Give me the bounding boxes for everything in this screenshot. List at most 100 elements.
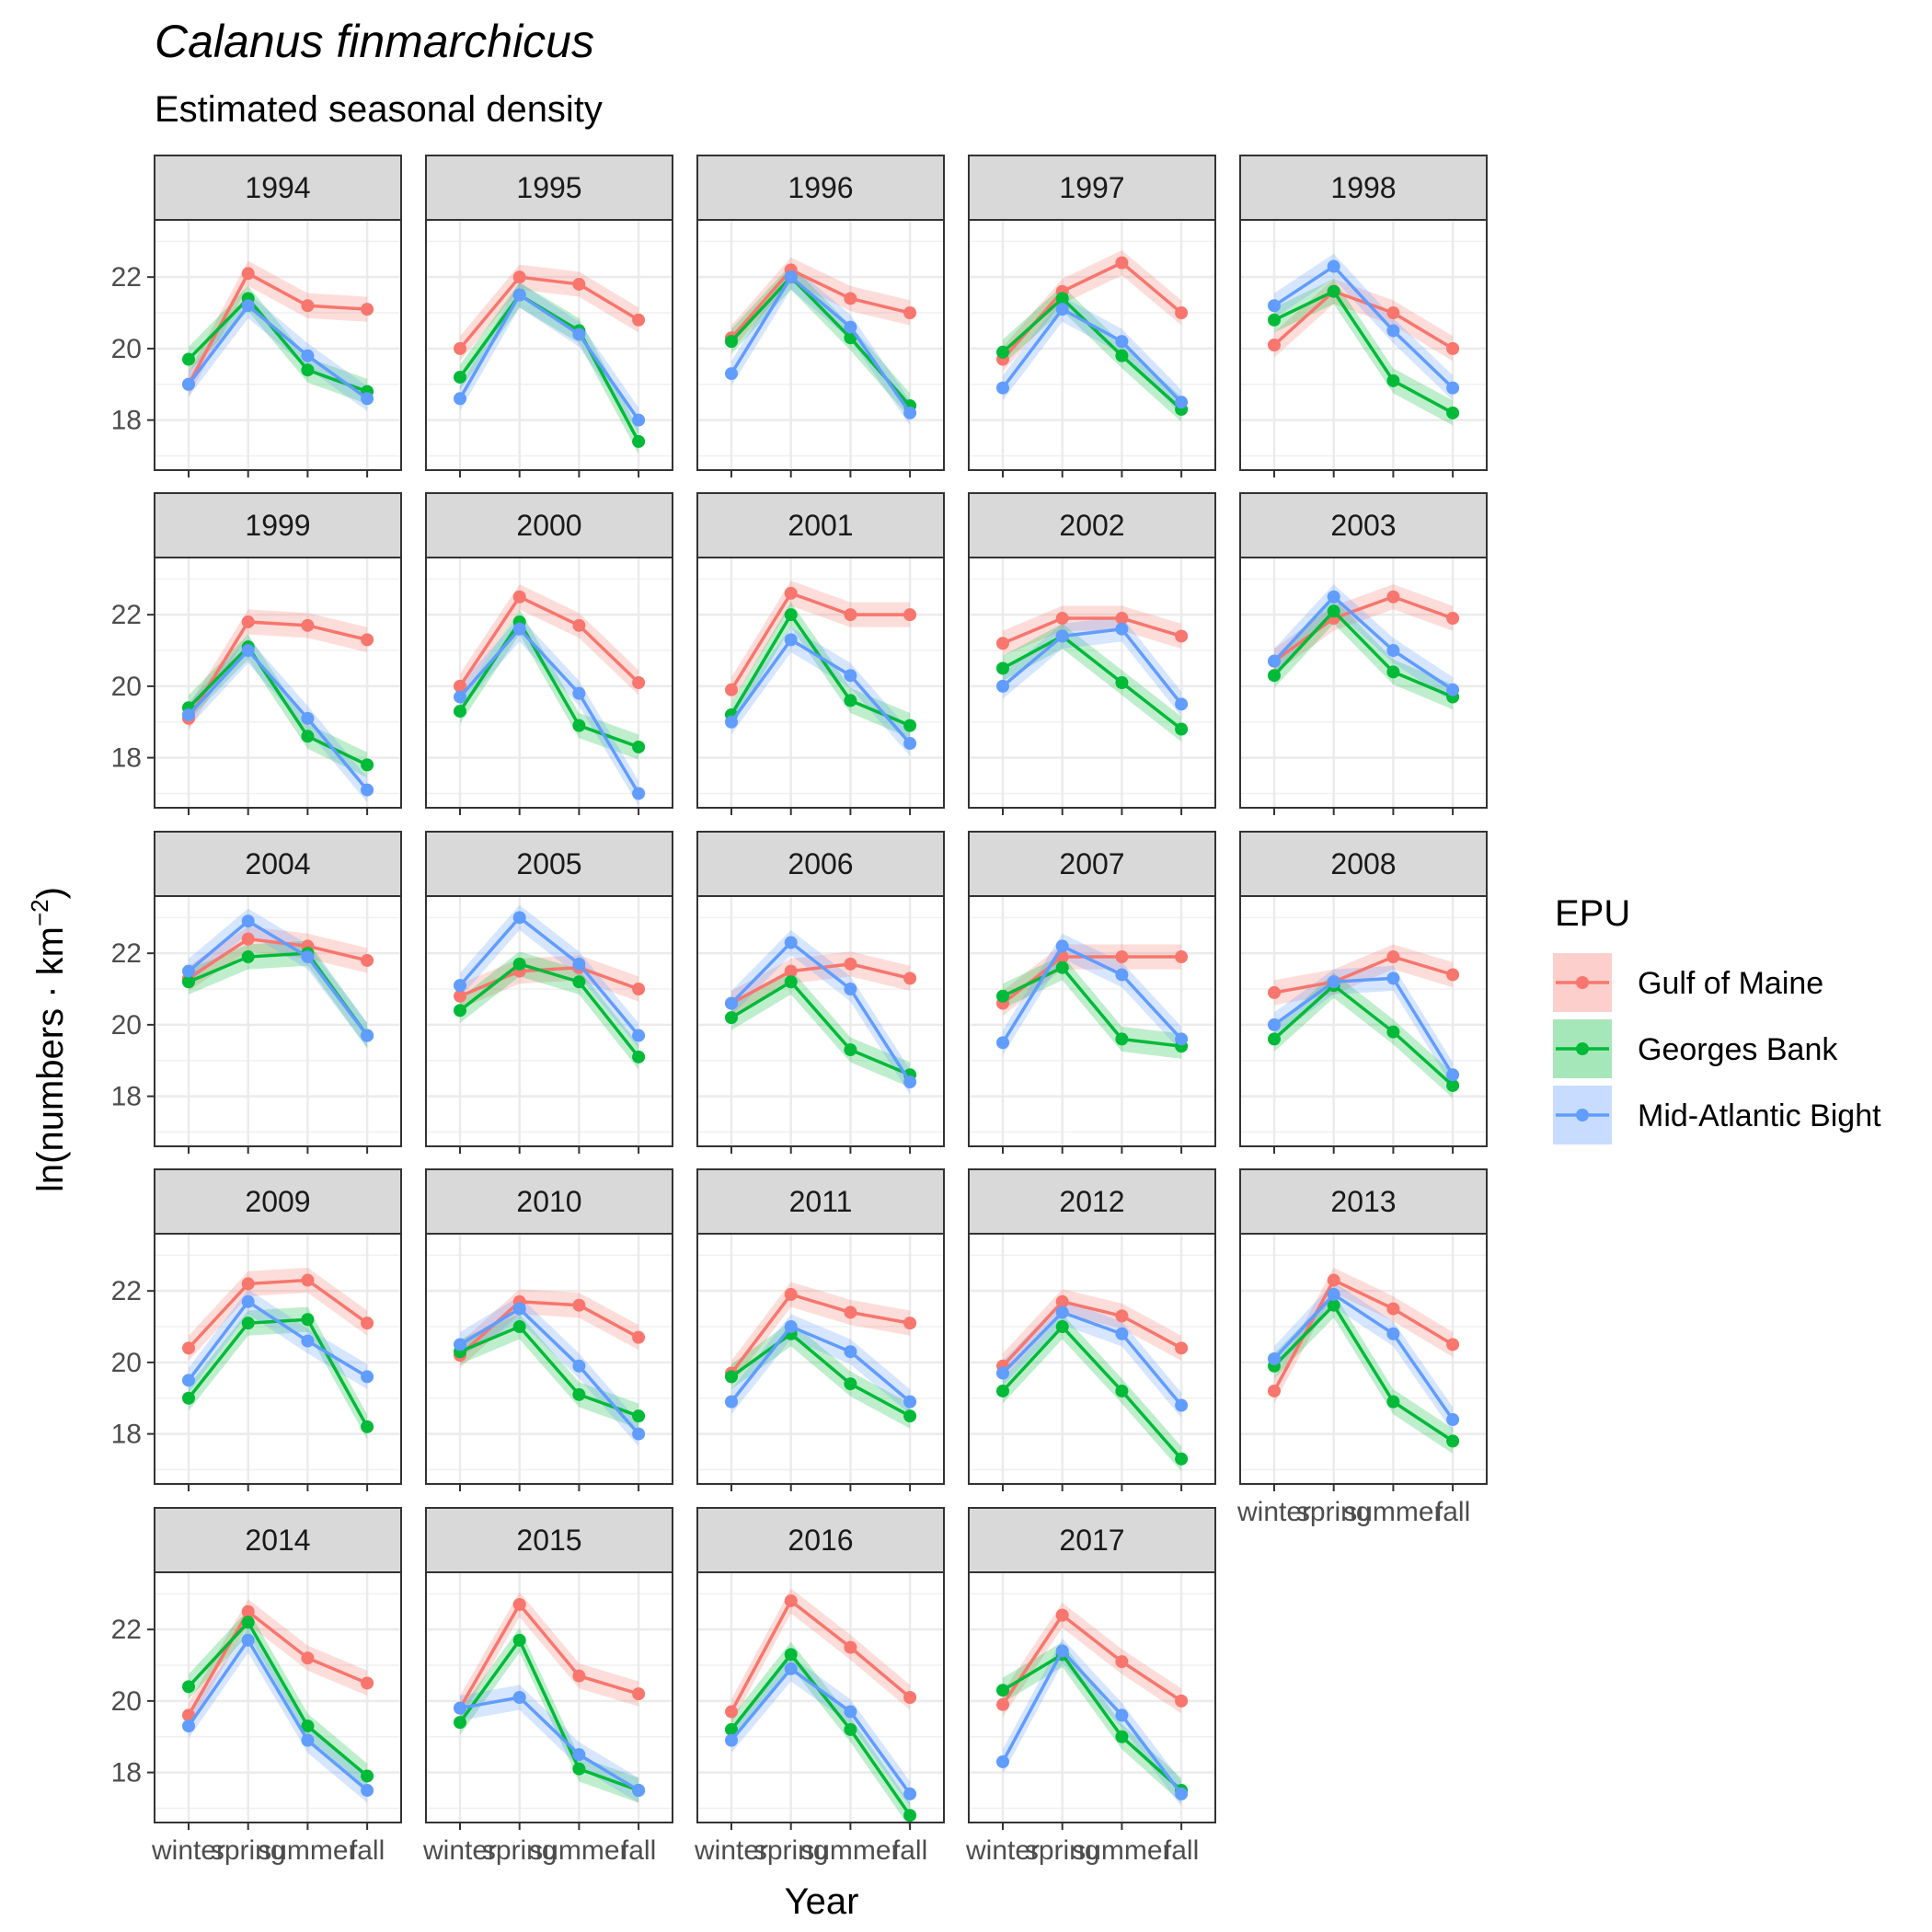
y-tick-label: 18 [111,1758,142,1788]
confidence-ribbon [460,1289,639,1368]
data-point [454,370,466,384]
panel-border [968,557,1216,809]
data-point [1175,722,1189,736]
data-point [1446,406,1460,420]
confidence-ribbon [731,602,911,739]
data-point [301,299,315,313]
facet-panel: 1999 18 20 22 [111,492,402,815]
x-tick-label: fall [1435,1497,1470,1527]
panel-background [155,1572,401,1823]
series-line [1001,955,1182,1005]
y-axis-title-close: ) [30,887,71,899]
facet-strip-label: 2005 [516,847,581,880]
data-point [361,1029,374,1042]
data-point [301,1313,315,1327]
series-line [458,618,639,749]
data-point [1268,1384,1281,1397]
data-point [1115,1309,1129,1323]
data-point [182,1341,195,1355]
data-point [301,618,315,632]
y-tick-label: 18 [111,1082,142,1112]
y-tick-label: 22 [111,1276,142,1306]
facet-strip [696,1507,945,1573]
panel-border [425,1571,673,1823]
data-point [784,936,798,949]
data-point [784,1648,798,1662]
facet-strip [425,492,673,558]
data-point [1327,284,1340,298]
data-point [454,392,466,406]
facet-panel: 2006 [696,831,945,1154]
data-point [844,669,857,683]
data-point [784,1320,798,1334]
series-line [730,1666,912,1795]
facet-panel: 2001 [696,492,945,815]
confidence-ribbon [460,282,639,454]
facet-panel: 2010 [425,1168,673,1491]
x-tick-label: fall [892,1835,927,1866]
data-point [301,1719,315,1733]
confidence-ribbon [460,951,639,1070]
data-point [1268,299,1281,313]
facet-strip [1239,155,1488,221]
y-tick-label: 18 [111,743,142,774]
data-point [1327,604,1340,618]
data-point [903,1809,917,1823]
series-line [730,940,912,1084]
data-point [1386,644,1400,658]
facet-strip-label: 2003 [1330,509,1396,542]
data-point [1268,1018,1281,1031]
data-point [1268,1352,1281,1365]
facet-strip-label: 1999 [245,509,310,542]
data-point [572,1359,586,1373]
series-line [1273,264,1455,389]
data-point [1386,1395,1400,1409]
series-line [187,919,369,1037]
confidence-ribbon [1274,584,1454,674]
series-line [1273,955,1454,995]
series-line [1272,1292,1455,1421]
confidence-ribbon [731,1656,911,1807]
data-point [844,320,857,334]
data-point [361,783,374,797]
series-line [1002,1652,1183,1792]
y-tick-label: 18 [111,406,142,436]
facet-strip [696,492,945,558]
data-point [725,335,738,349]
data-point [844,983,857,996]
data-point [844,1377,857,1391]
data-point [1268,339,1281,351]
x-tick-label: spring [753,1835,829,1866]
data-point [844,1345,857,1359]
data-point [1115,1327,1129,1340]
x-tick-label: winter [694,1835,768,1866]
data-point [512,1302,526,1316]
confidence-ribbon [731,929,911,1095]
data-point [301,363,315,377]
data-point [1327,975,1340,989]
data-point [903,1691,917,1704]
data-point [512,590,526,604]
facet-strip-label: 2014 [245,1524,310,1557]
data-point [572,719,586,732]
y-tick-label: 22 [111,600,142,630]
facet-strip [696,1168,945,1235]
data-point [241,1317,255,1330]
x-tick-label: winter [151,1835,225,1866]
facet-strip-label: 2017 [1059,1524,1124,1557]
data-point [301,1651,315,1665]
data-point [1175,1341,1189,1355]
panel-border [1239,557,1488,809]
data-point [241,932,255,946]
data-point [1115,1708,1129,1722]
series-line [187,295,368,394]
data-point [903,719,917,732]
data-point [512,288,526,302]
facet-panel: 2012 [968,1168,1216,1491]
facet-strip [1239,492,1488,558]
data-point [512,1633,526,1647]
data-point [996,637,1009,650]
data-point [1386,306,1400,320]
